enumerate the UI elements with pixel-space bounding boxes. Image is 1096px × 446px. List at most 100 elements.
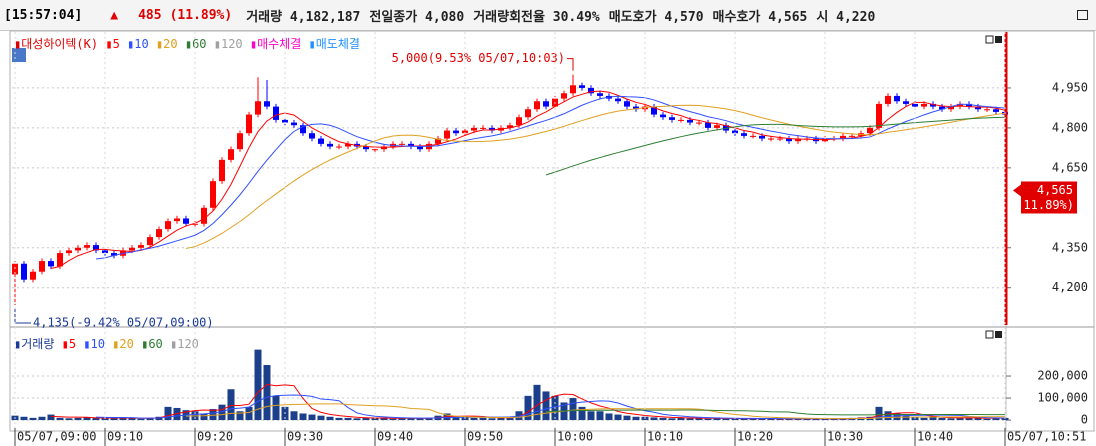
undefined: ▮ bbox=[14, 337, 21, 351]
candle-body bbox=[867, 127, 873, 134]
candle-body bbox=[633, 106, 639, 110]
undefined: ▮ bbox=[120, 37, 134, 51]
candle-body bbox=[327, 143, 333, 147]
volume-bar bbox=[884, 411, 892, 421]
volume-bar bbox=[893, 413, 901, 421]
candle-body bbox=[561, 93, 567, 99]
candle-body bbox=[741, 133, 747, 136]
ma-line bbox=[185, 104, 1006, 250]
candle-body bbox=[696, 122, 702, 124]
candle-body bbox=[282, 119, 288, 123]
volume-bar bbox=[812, 418, 820, 421]
x-tick-label: 10:30 bbox=[827, 430, 863, 444]
time: [15:57:04] bbox=[4, 7, 83, 23]
candle-body bbox=[84, 245, 90, 248]
volume-bar bbox=[317, 415, 325, 421]
arrow: ▲ bbox=[110, 7, 119, 23]
volume-bar bbox=[128, 418, 136, 421]
volume-bar bbox=[902, 415, 910, 421]
volume-bar bbox=[344, 417, 352, 421]
volume-bar bbox=[668, 418, 676, 421]
volume-bar bbox=[740, 418, 748, 421]
header-item: 시 4,220 bbox=[816, 9, 876, 25]
candle-body bbox=[651, 106, 657, 115]
candle-body bbox=[534, 101, 540, 110]
volume-bar bbox=[146, 417, 154, 421]
volume-bar bbox=[254, 349, 262, 421]
volume-bar bbox=[632, 416, 640, 421]
candle-body bbox=[849, 135, 855, 137]
x-tick-label: 09:10 bbox=[107, 430, 143, 444]
volume-bar bbox=[101, 418, 109, 421]
candle-body bbox=[462, 130, 468, 134]
volume-bar bbox=[164, 406, 172, 421]
volume-bar bbox=[326, 416, 334, 421]
legend-item: 5 bbox=[69, 337, 76, 351]
volume-bar bbox=[272, 395, 280, 421]
candle-body bbox=[246, 114, 252, 134]
legend-item: 60 bbox=[192, 37, 206, 51]
ma-line bbox=[185, 403, 1006, 420]
legend: ▮거래량 ▮5 ▮10 ▮20 ▮60 ▮120 bbox=[14, 337, 199, 351]
frame bbox=[9, 30, 1095, 432]
volume-bar bbox=[29, 417, 37, 421]
panel-button[interactable] bbox=[995, 331, 1002, 338]
volume-bar bbox=[74, 417, 82, 421]
panel-button[interactable] bbox=[985, 35, 994, 44]
volume-bar bbox=[218, 404, 226, 421]
volume-bar bbox=[371, 418, 379, 421]
candle-body bbox=[219, 159, 225, 182]
change-pct: (11.89%) bbox=[169, 7, 233, 23]
candle-body bbox=[444, 130, 450, 139]
candle-body bbox=[588, 87, 594, 94]
volume-bar bbox=[938, 417, 946, 421]
candle-body bbox=[48, 261, 54, 267]
volume-bar bbox=[524, 395, 532, 421]
y-tick-label: 4,350 bbox=[1052, 240, 1088, 254]
y-tick-label: 4,950 bbox=[1052, 80, 1088, 94]
volume-bar bbox=[200, 413, 208, 421]
volume-bar bbox=[488, 418, 496, 421]
candle-body bbox=[102, 250, 108, 254]
volume-bar bbox=[470, 417, 478, 421]
candle-body bbox=[489, 127, 495, 131]
candle-body bbox=[876, 103, 882, 128]
candle-body bbox=[732, 130, 738, 134]
volume-bar bbox=[263, 365, 271, 421]
candle-body bbox=[984, 109, 990, 111]
header-item: 거래량 4,182,187 bbox=[246, 9, 361, 25]
candle-body bbox=[273, 106, 279, 120]
volume-bar bbox=[758, 418, 766, 421]
volume-bar bbox=[83, 417, 91, 421]
window-button[interactable] bbox=[1077, 10, 1088, 20]
candle-body bbox=[885, 95, 891, 104]
candle-body bbox=[408, 143, 414, 147]
volume-bar bbox=[20, 416, 28, 421]
ma-line bbox=[545, 409, 1006, 416]
candle-body bbox=[291, 122, 297, 126]
candle-body bbox=[795, 138, 801, 142]
candle-body bbox=[201, 207, 207, 224]
candle-body bbox=[399, 143, 405, 145]
candle-body bbox=[30, 271, 36, 280]
candle-body bbox=[309, 133, 315, 139]
volume-bar bbox=[659, 417, 667, 421]
candle-body bbox=[579, 85, 585, 88]
candle-body bbox=[210, 181, 216, 208]
legend-item: 매수체결 bbox=[257, 37, 301, 51]
panel-button[interactable] bbox=[995, 36, 1002, 43]
panel-button[interactable] bbox=[985, 330, 994, 339]
x-tick-label: 09:20 bbox=[197, 430, 233, 444]
x-tick-label: 09:40 bbox=[377, 430, 413, 444]
legend: ▮대성하이텍(K) ▮5 ▮10 ▮20 ▮60 ▮120 ▮매수체결 ▮매도체… bbox=[14, 37, 360, 51]
legend-item: 120 bbox=[177, 337, 199, 351]
y-tick-label: 4,200 bbox=[1052, 280, 1088, 294]
volume-bar bbox=[722, 418, 730, 421]
candle-body bbox=[300, 125, 306, 134]
annotation: 5,000(9.53% 05/07,10:03) bbox=[392, 51, 565, 65]
volume-bar bbox=[335, 417, 343, 421]
volume-bar bbox=[704, 418, 712, 421]
candle-body bbox=[417, 146, 423, 150]
candle-body bbox=[156, 229, 162, 238]
candle-body bbox=[480, 127, 486, 129]
